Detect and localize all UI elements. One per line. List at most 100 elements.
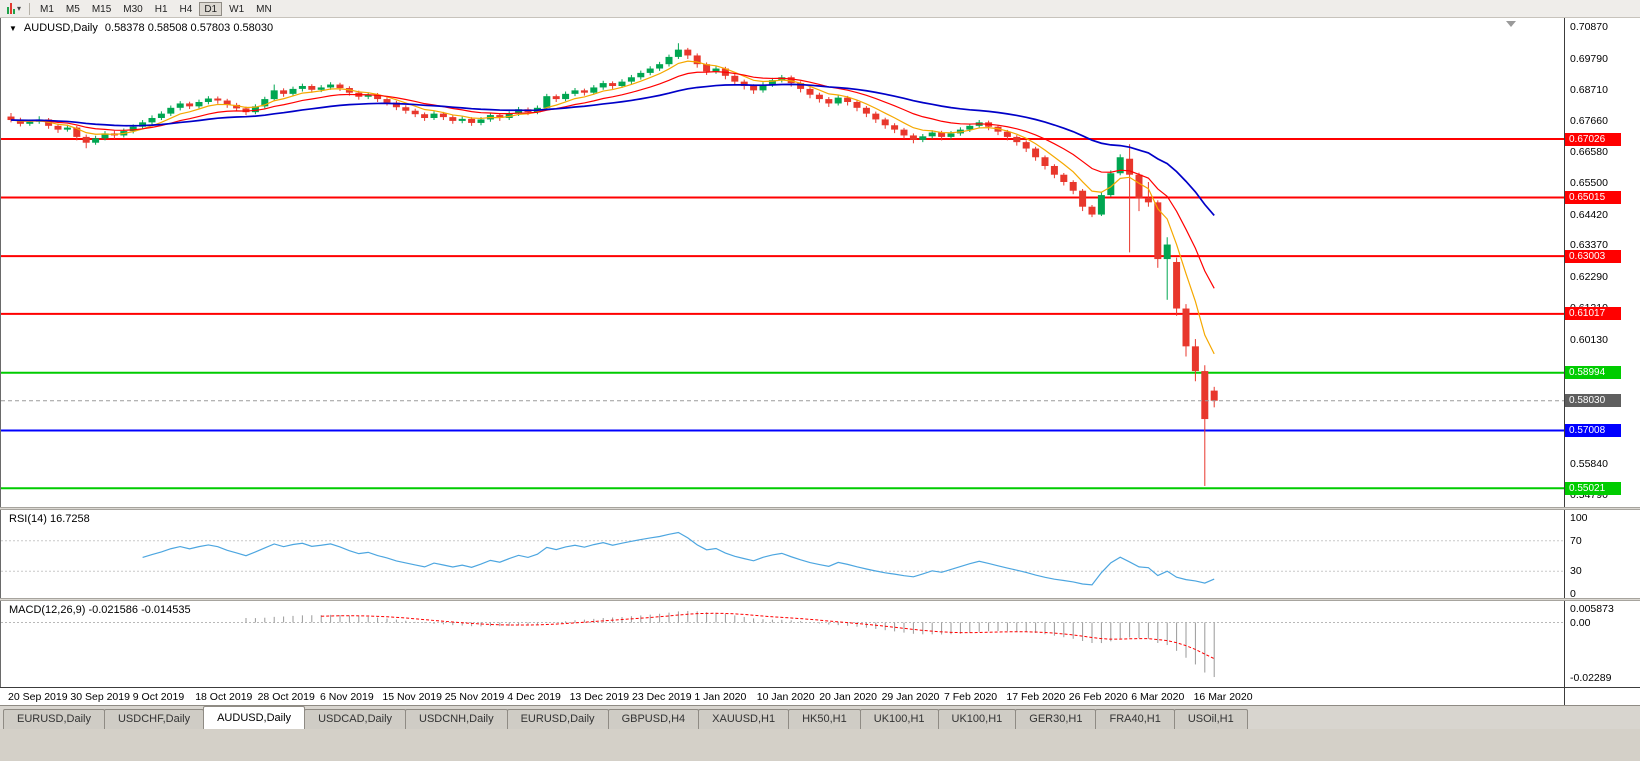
price-tick: 0.64420 — [1570, 208, 1608, 221]
chart-tab-uk100-h1[interactable]: UK100,H1 — [937, 709, 1017, 729]
chart-symbol: AUDUSD,Daily — [23, 22, 98, 34]
chevron-down-icon: ▾ — [17, 3, 22, 13]
chart-menu-button[interactable]: ▾ — [4, 2, 24, 15]
main-chart-panel: ▼ AUDUSD,Daily 0.58378 0.58508 0.57803 0… — [0, 18, 1640, 507]
macd-label: MACD(12,26,9) -0.021586 -0.014535 — [9, 604, 191, 616]
horizontal-level-lines[interactable] — [1, 138, 1564, 490]
moving-average-line-14 — [10, 71, 1215, 289]
chart-tab-usdcad-daily[interactable]: USDCAD,Daily — [304, 709, 407, 729]
price-level-badge: 0.55021 — [1565, 481, 1621, 495]
date-tick: 1 Jan 2020 — [694, 691, 747, 703]
macd-axis[interactable]: 0.005873 0.00 -0.02289 — [1564, 601, 1640, 687]
macd-panel: MACD(12,26,9) -0.021586 -0.014535 0.0058… — [0, 601, 1640, 687]
chart-ohlc-values: 0.58378 0.58508 0.57803 0.58030 — [104, 22, 274, 34]
date-tick: 15 Nov 2019 — [382, 691, 442, 703]
time-axis[interactable]: 20 Sep 2019 30 Sep 2019 9 Oct 2019 18 Oct 2… — [0, 687, 1640, 705]
date-tick: 4 Dec 2019 — [507, 691, 561, 703]
macd-signal-line — [321, 612, 1215, 660]
timeframe-button-m1[interactable]: M1 — [40, 3, 54, 15]
rsi-axis[interactable]: 100 70 30 0 — [1564, 510, 1640, 598]
rsi-canvas[interactable] — [1, 510, 1564, 598]
date-tick: 26 Feb 2020 — [1068, 691, 1128, 703]
chart-tab-eurusd-daily[interactable]: EURUSD,Daily — [506, 709, 609, 729]
bid-price-badge: 0.58030 — [1565, 394, 1621, 408]
macd-canvas[interactable] — [1, 601, 1564, 687]
macd-plot[interactable]: MACD(12,26,9) -0.021586 -0.014535 — [0, 601, 1564, 687]
chart-tab-xauusd-h1[interactable]: XAUUSD,H1 — [698, 709, 790, 729]
symbol-marker-icon: ▼ — [9, 24, 17, 33]
timeframe-button-m15[interactable]: M15 — [91, 3, 112, 15]
window-bottom-area — [0, 729, 1640, 761]
date-tick: 10 Jan 2020 — [756, 691, 815, 703]
rsi-plot[interactable]: RSI(14) 16.7258 — [0, 510, 1564, 598]
chart-tab-usdchf-daily[interactable]: USDCHF,Daily — [103, 709, 205, 729]
rsi-tick: 30 — [1570, 565, 1582, 578]
chart-tab-audusd-daily[interactable]: AUDUSD,Daily — [203, 706, 306, 729]
price-chart-canvas[interactable] — [1, 18, 1564, 507]
timeframe-button-w1[interactable]: W1 — [229, 3, 245, 15]
date-tick: 20 Sep 2019 — [8, 691, 68, 703]
timeframe-button-d1[interactable]: D1 — [199, 1, 223, 16]
macd-axis-bottom: -0.02289 — [1570, 672, 1612, 684]
timeframe-button-m30[interactable]: M30 — [123, 3, 143, 15]
date-tick: 6 Nov 2019 — [320, 691, 374, 703]
date-tick: 28 Oct 2019 — [257, 691, 315, 703]
price-level-badge: 0.67026 — [1565, 132, 1621, 146]
date-tick: 20 Jan 2020 — [819, 691, 877, 703]
date-tick: 29 Jan 2020 — [881, 691, 940, 703]
chart-tab-usoil-h1[interactable]: USOil,H1 — [1173, 709, 1248, 729]
timeframe-button-m5[interactable]: M5 — [65, 3, 80, 15]
price-tick: 0.63370 — [1570, 239, 1608, 252]
price-tick: 0.68710 — [1570, 84, 1608, 97]
price-level-badge: 0.57008 — [1565, 423, 1621, 437]
chart-window: ▼ AUDUSD,Daily 0.58378 0.58508 0.57803 0… — [0, 18, 1640, 705]
toolbar-separator — [29, 2, 31, 15]
price-tick: 0.69790 — [1570, 52, 1608, 65]
price-tick: 0.67660 — [1570, 114, 1608, 127]
price-chart-plot[interactable]: ▼ AUDUSD,Daily 0.58378 0.58508 0.57803 0… — [0, 18, 1564, 507]
price-axis[interactable]: 0.70870 0.69790 0.68710 0.67660 0.66580 0.655… — [1564, 18, 1640, 507]
moving-average-line-35 — [10, 83, 1215, 216]
date-tick: 9 Oct 2019 — [132, 691, 185, 703]
price-tick: 0.60130 — [1570, 333, 1608, 346]
chart-tab-eurusd-daily[interactable]: EURUSD,Daily — [3, 709, 105, 729]
timeframe-button-h4[interactable]: H4 — [179, 3, 193, 15]
chart-shift-marker[interactable] — [1506, 21, 1516, 27]
rsi-tick: 0 — [1570, 588, 1576, 598]
timeframe-button-mn[interactable]: MN — [256, 3, 272, 15]
chart-tab-gbpusd-h4[interactable]: GBPUSD,H4 — [607, 709, 700, 729]
date-tick: 18 Oct 2019 — [195, 691, 253, 703]
rsi-label: RSI(14) 16.7258 — [9, 513, 90, 525]
date-tick: 30 Sep 2019 — [70, 691, 130, 703]
date-tick: 23 Dec 2019 — [632, 691, 692, 703]
moving-average-line-6 — [10, 60, 1215, 355]
date-tick: 16 Mar 2020 — [1193, 691, 1253, 703]
chart-tab-uk100-h1[interactable]: UK100,H1 — [859, 709, 939, 729]
time-axis-labels: 20 Sep 2019 30 Sep 2019 9 Oct 2019 18 Oct 2… — [0, 688, 1564, 705]
macd-histogram — [245, 610, 1215, 678]
panel-splitter[interactable] — [0, 598, 1640, 601]
rsi-panel: RSI(14) 16.7258 100 70 30 0 — [0, 510, 1640, 598]
rsi-tick: 100 — [1570, 512, 1588, 524]
rsi-line — [142, 531, 1215, 586]
chart-tab-fra40-h1[interactable]: FRA40,H1 — [1095, 709, 1175, 729]
price-level-badge: 0.61017 — [1565, 307, 1621, 321]
price-tick: 0.62290 — [1570, 270, 1608, 283]
chart-tab-usdcnh-daily[interactable]: USDCNH,Daily — [405, 709, 508, 729]
period-toolbar: ▾ M1 M5 M15 M30 H1 H4 D1 W1 MN — [0, 0, 1640, 18]
date-tick: 17 Feb 2020 — [1006, 691, 1066, 703]
timeframe-toolbar: M1 M5 M15 M30 H1 H4 D1 W1 MN — [35, 1, 277, 16]
price-tick: 0.65500 — [1570, 177, 1608, 190]
chart-tab-ger30-h1[interactable]: GER30,H1 — [1015, 709, 1097, 729]
panel-splitter[interactable] — [0, 507, 1640, 510]
timeframe-button-h1[interactable]: H1 — [154, 3, 168, 15]
macd-axis-top: 0.005873 — [1570, 603, 1614, 615]
chart-title: ▼ AUDUSD,Daily 0.58378 0.58508 0.57803 0… — [9, 22, 273, 34]
date-tick: 25 Nov 2019 — [444, 691, 505, 703]
chart-tab-hk50-h1[interactable]: HK50,H1 — [788, 709, 861, 729]
price-tick: 0.70870 — [1570, 21, 1608, 34]
candlestick-series — [7, 43, 1218, 486]
price-level-badge: 0.58994 — [1565, 366, 1621, 380]
date-tick: 13 Dec 2019 — [569, 691, 630, 703]
